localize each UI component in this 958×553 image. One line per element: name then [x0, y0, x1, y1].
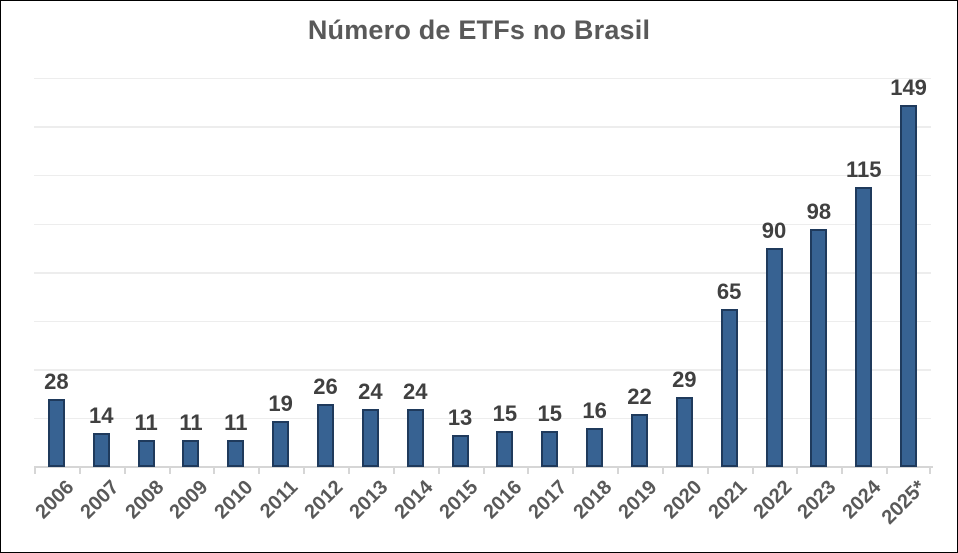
axis-tick: [347, 468, 350, 474]
bar-value-label: 149: [890, 74, 927, 100]
x-axis-label-2008: 2008: [120, 476, 168, 524]
bar-value-label: 16: [582, 398, 607, 424]
bar-2025*: [900, 104, 918, 467]
x-axis-label-2022: 2022: [748, 476, 796, 524]
gridline: [34, 77, 931, 79]
x-axis-label-2017: 2017: [524, 476, 572, 524]
bar-2016: [496, 430, 514, 467]
bar-2014: [406, 408, 424, 467]
gridline: [34, 418, 931, 420]
axis-tick: [168, 468, 171, 474]
bar-value-label: 90: [761, 218, 787, 244]
x-axis-label-2015: 2015: [434, 476, 482, 524]
bar-2021: [720, 308, 738, 467]
bar-value-label: 19: [268, 390, 293, 416]
axis-tick: [886, 468, 889, 474]
bar-value-label: 98: [806, 198, 832, 224]
axis-tick: [841, 468, 844, 474]
axis-tick: [213, 468, 216, 474]
axis-tick: [437, 468, 440, 474]
bar-2012: [317, 403, 335, 467]
axis-tick: [392, 468, 395, 474]
axis-tick: [78, 468, 81, 474]
bar-value-label: 29: [672, 366, 697, 392]
axis-tick: [482, 468, 485, 474]
bar-2013: [361, 408, 379, 467]
bar-2008: [137, 440, 155, 467]
axis-tick: [929, 468, 931, 474]
axis-tick: [796, 468, 799, 474]
bar-value-label: 24: [358, 378, 383, 404]
x-axis-label-2024: 2024: [838, 476, 886, 524]
bar-2011: [272, 420, 290, 467]
gridline: [34, 369, 931, 371]
bar-2009: [182, 440, 200, 467]
x-axis-labels: 2006 2007 2008 2009 2010 2011 2012 2013 2014 2015…: [31, 476, 931, 547]
bar-value-label: 11: [224, 410, 248, 436]
gridline: [34, 320, 931, 323]
bar-2007: [92, 432, 110, 467]
bar-2006: [47, 398, 65, 467]
gridline: [34, 174, 931, 177]
bar-value-label: 115: [845, 157, 882, 183]
x-axis-label-2011: 2011: [256, 476, 303, 523]
x-axis-label-2016: 2016: [479, 476, 527, 524]
bar-2020: [675, 396, 693, 467]
axis-tick: [34, 468, 36, 474]
x-axis-label-2009: 2009: [165, 476, 213, 524]
gridline: [34, 272, 931, 274]
x-axis-label-2007: 2007: [76, 476, 124, 524]
x-axis-line: [34, 466, 933, 468]
x-axis-label-2019: 2019: [614, 476, 662, 524]
bar-2024: [855, 187, 873, 467]
bar-value-label: 15: [537, 400, 563, 426]
bar-2015: [451, 435, 469, 467]
axis-tick: [258, 468, 261, 474]
bar-2022: [765, 248, 783, 467]
bar-value-label: 28: [44, 368, 69, 394]
axis-tick: [572, 468, 575, 474]
x-axis-label-2021: 2021: [704, 476, 752, 524]
bar-2010: [227, 440, 245, 467]
axis-tick: [617, 468, 620, 474]
x-axis-ticks: [34, 468, 931, 475]
x-axis-label-2023: 2023: [793, 476, 841, 524]
bar-value-label: 11: [179, 410, 203, 436]
axis-tick: [661, 468, 664, 474]
axis-tick: [751, 468, 754, 474]
bar-2017: [541, 430, 559, 467]
bar-value-label: 24: [402, 378, 428, 404]
bar-value-label: 13: [447, 405, 473, 431]
x-axis-label-2025: 2025*: [877, 476, 931, 529]
x-axis-label-2014: 2014: [390, 476, 438, 524]
x-axis-label-2018: 2018: [569, 476, 617, 524]
bar-value-label: 65: [716, 278, 742, 304]
plot-area: 28 14 11 11 11 19 26 24 24 13 15 15 16 22 29 65 90 98 115 1…: [34, 74, 931, 467]
bar-2018: [586, 428, 604, 467]
axis-tick: [303, 468, 306, 474]
x-axis-label-2006: 2006: [31, 476, 79, 524]
bar-value-label: 15: [492, 400, 518, 426]
gridline: [34, 126, 931, 128]
chart-title: Número de ETFs no Brasil: [307, 15, 651, 45]
bar-value-label: 26: [313, 373, 338, 399]
bar-value-label: 22: [627, 383, 652, 409]
bar-value-label: 11: [134, 410, 158, 436]
axis-tick: [527, 468, 530, 474]
x-axis-label-2010: 2010: [210, 476, 258, 524]
bar-value-label: 14: [89, 402, 114, 428]
x-axis-label-2020: 2020: [659, 476, 707, 524]
bar-2019: [630, 413, 648, 467]
gridline: [34, 223, 931, 225]
bar-2023: [810, 228, 828, 467]
x-axis-label-2012: 2012: [300, 476, 348, 524]
x-axis-label-2013: 2013: [345, 476, 393, 524]
axis-tick: [123, 468, 126, 474]
axis-tick: [706, 468, 709, 474]
